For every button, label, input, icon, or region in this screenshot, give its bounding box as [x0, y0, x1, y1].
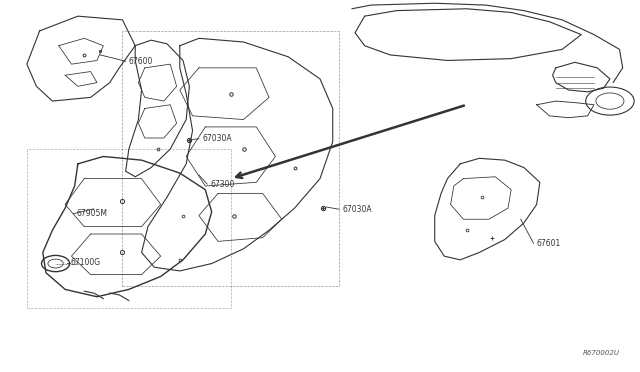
Text: R670002U: R670002U [582, 350, 620, 356]
Text: 67030A: 67030A [202, 134, 232, 143]
Text: 67600: 67600 [129, 57, 153, 66]
Text: 67905M: 67905M [77, 209, 108, 218]
Text: 67300: 67300 [211, 180, 235, 189]
Text: 67100G: 67100G [70, 258, 100, 267]
Text: 67601: 67601 [537, 239, 561, 248]
Text: 67030A: 67030A [342, 205, 372, 214]
